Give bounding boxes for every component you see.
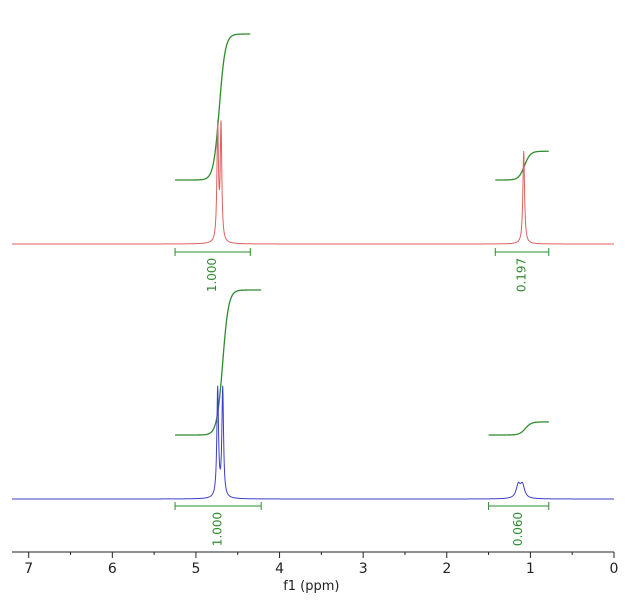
x-tick-label-5: 5 (191, 561, 200, 577)
x-axis-title: f1 (ppm) (283, 579, 339, 594)
x-tick-label-3: 3 (359, 561, 368, 577)
top-spectrum-trace (12, 119, 614, 245)
x-axis-ticks: 7 6 5 4 3 2 1 0 (24, 552, 618, 577)
x-tick-label-4: 4 (275, 561, 284, 577)
bottom-integral-value-1: 1.000 (211, 512, 225, 546)
x-axis: 7 6 5 4 3 2 1 0 f1 (ppm) (12, 551, 618, 594)
x-tick-label-6: 6 (108, 561, 117, 577)
x-tick-label-2: 2 (442, 561, 451, 577)
x-tick-label-1: 1 (526, 561, 535, 577)
bottom-spectrum-trace (12, 385, 614, 500)
bottom-integral-value-2: 0.060 (511, 512, 525, 546)
top-spectrum-panel: 1.000 0.197 (12, 33, 614, 292)
x-tick-label-7: 7 (24, 561, 33, 577)
top-integral-value-2: 0.197 (515, 258, 529, 292)
top-integral-value-1: 1.000 (205, 258, 219, 292)
bottom-spectrum-panel: 1.000 0.060 (12, 289, 614, 546)
bottom-integral-brackets: 1.000 0.060 (174, 502, 550, 546)
top-integral-brackets: 1.000 0.197 (174, 248, 550, 292)
x-tick-label-0: 0 (610, 561, 619, 577)
top-integral-curves (175, 33, 549, 181)
